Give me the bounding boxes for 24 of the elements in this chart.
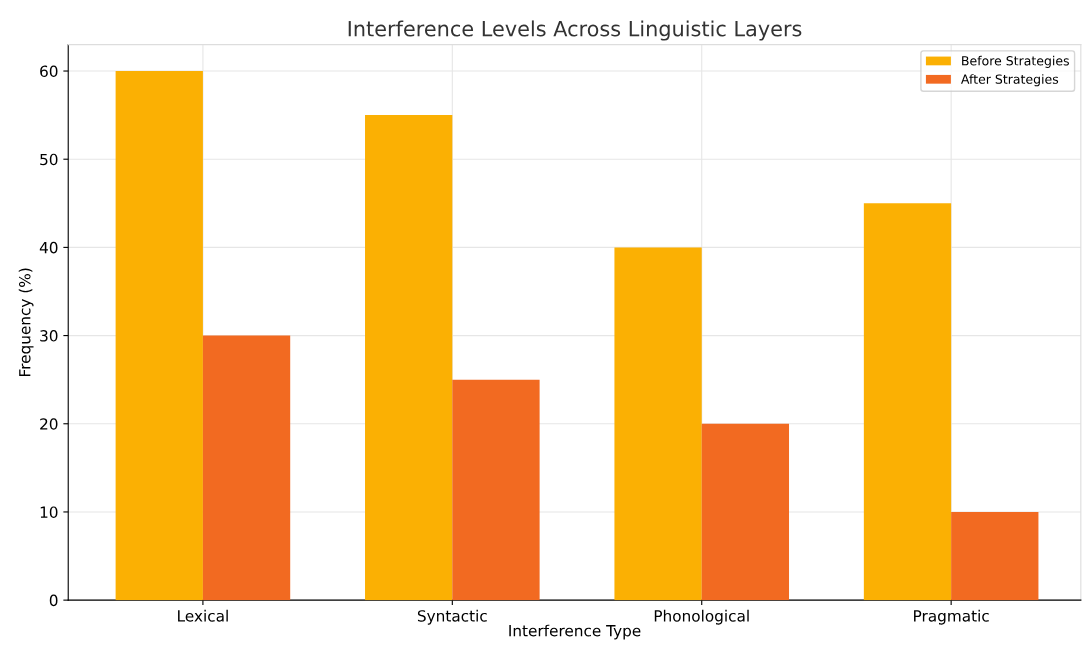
y-tick-label: 30 [40, 330, 58, 342]
legend-label: Before Strategies [962, 55, 1069, 68]
bar [202, 335, 291, 601]
x-tick-label: Pragmatic [914, 609, 989, 625]
y-axis-title: Frequency (%) [18, 268, 34, 376]
bar [115, 71, 203, 601]
y-tick-label: 60 [40, 65, 58, 78]
legend-label: After Strategies [961, 74, 1059, 87]
y-tick-label: 40 [39, 241, 58, 254]
chart-title: Interference Levels Across Linguistic Layers [348, 20, 802, 41]
y-tick-label: 10 [40, 506, 58, 518]
x-axis-title: Interference Type [509, 624, 641, 640]
bar [951, 511, 1039, 601]
bar [863, 203, 952, 601]
y-tick-label: 0 [49, 594, 58, 607]
y-tick-label: 50 [40, 153, 58, 166]
bar [701, 423, 790, 601]
x-tick-label: Lexical [178, 609, 228, 622]
x-tick-label: Syntactic [417, 609, 487, 625]
x-tick-label: Phonological [654, 609, 749, 625]
bar [614, 247, 702, 601]
bar [365, 115, 453, 601]
y-tick-label: 20 [40, 418, 58, 430]
bar [452, 379, 540, 601]
